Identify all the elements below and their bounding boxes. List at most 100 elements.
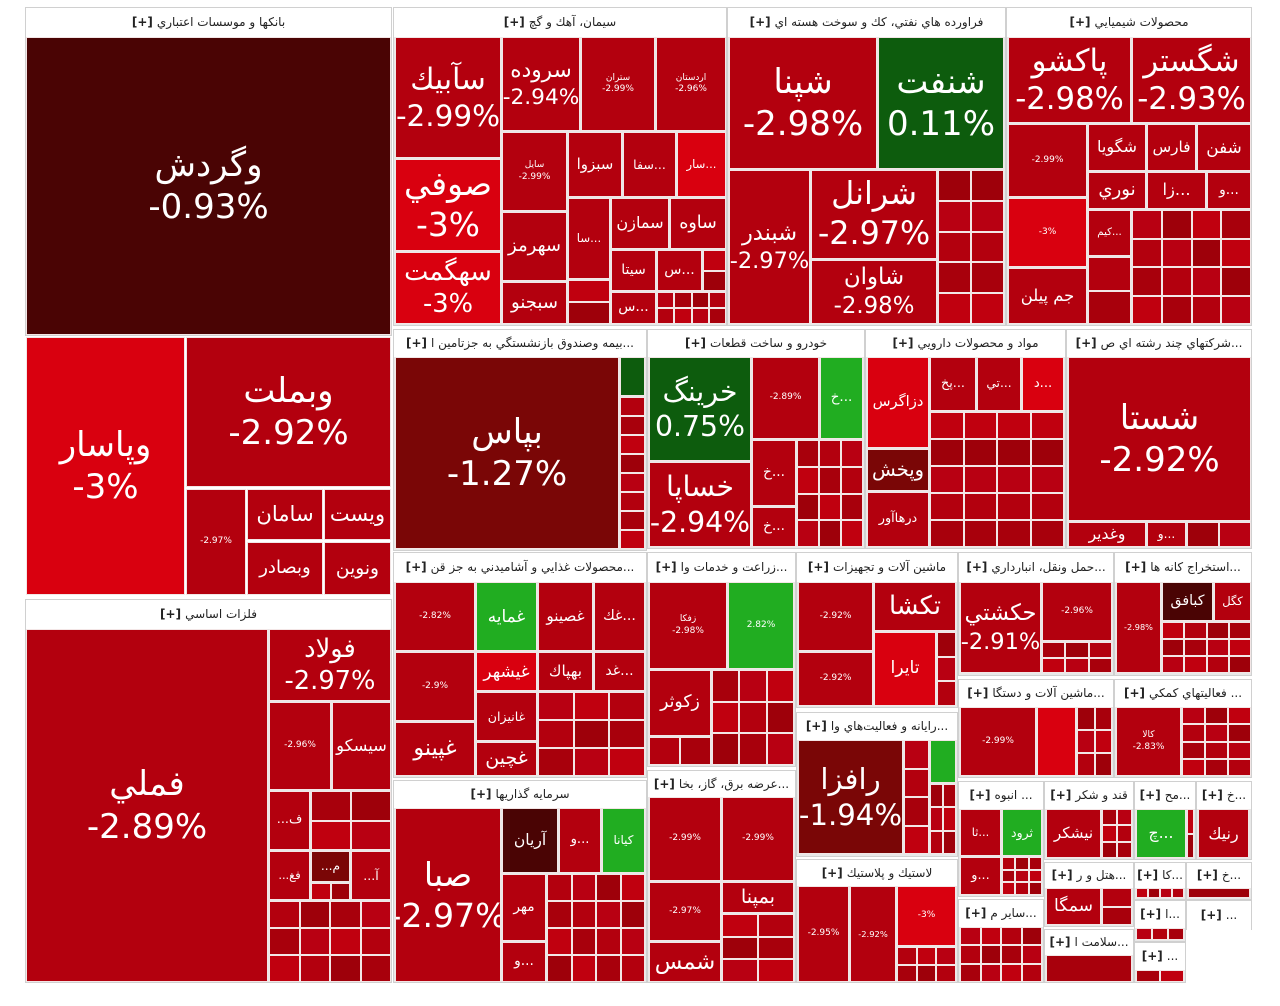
stock-tile-small[interactable] xyxy=(971,170,1004,201)
stock-tile[interactable]: شگويا xyxy=(1088,124,1146,171)
stock-tile-small[interactable] xyxy=(1094,753,1112,776)
stock-tile-small[interactable] xyxy=(1030,493,1064,520)
sector-header[interactable]: محصولات شيميايي[+] xyxy=(1007,8,1251,37)
expand-icon[interactable]: [+] xyxy=(892,336,914,350)
stock-tile-small[interactable] xyxy=(571,928,596,955)
stock-tile[interactable]: ف... xyxy=(269,791,310,850)
stock-tile-small[interactable] xyxy=(1182,758,1205,776)
stock-tile-small[interactable] xyxy=(1161,238,1192,267)
sector-header[interactable]: ...حمل ونقل، انبارداري[+] xyxy=(959,553,1113,582)
stock-tile-small[interactable] xyxy=(1021,927,1042,946)
stock-tile-small[interactable] xyxy=(739,670,767,702)
stock-tile-small[interactable] xyxy=(1002,869,1016,883)
stock-tile-small[interactable] xyxy=(930,520,964,547)
stock-tile-small[interactable] xyxy=(841,466,863,494)
stock-tile[interactable]: ...ثا xyxy=(960,809,1001,856)
stock-tile-small[interactable] xyxy=(1088,290,1131,324)
stock-tile-small[interactable] xyxy=(797,520,819,547)
stock-tile-small[interactable] xyxy=(1117,825,1132,842)
stock-tile-small[interactable] xyxy=(311,791,351,821)
stock-tile-small[interactable] xyxy=(330,901,361,928)
stock-tile-small[interactable] xyxy=(1065,657,1089,673)
stock-tile-small[interactable] xyxy=(1065,642,1089,658)
stock-tile-small[interactable] xyxy=(1184,656,1207,673)
stock-tile-small[interactable] xyxy=(1206,656,1229,673)
stock-tile[interactable]: ويست xyxy=(324,489,391,540)
stock-tile-small[interactable] xyxy=(1162,622,1185,639)
stock-tile-small[interactable] xyxy=(538,720,574,748)
stock-tile[interactable]: -2.96% xyxy=(269,702,331,790)
stock-tile-small[interactable] xyxy=(960,963,981,982)
stock-tile[interactable]: ...غد xyxy=(594,652,645,691)
stock-tile-small[interactable] xyxy=(571,955,596,982)
stock-tile[interactable]: -2.89% xyxy=(752,357,819,439)
stock-tile[interactable]: -3% xyxy=(897,886,956,946)
stock-tile[interactable]: فولاد -2.97% xyxy=(269,629,391,701)
stock-tile[interactable]: ...د xyxy=(1022,357,1064,411)
stock-tile-small[interactable] xyxy=(1160,888,1172,898)
stock-tile-small[interactable] xyxy=(936,947,956,965)
stock-tile-small[interactable] xyxy=(960,927,981,946)
stock-tile-small[interactable] xyxy=(299,955,330,982)
stock-tile-small[interactable] xyxy=(1132,295,1162,324)
sector-header[interactable]: ...[+] xyxy=(1187,901,1251,930)
stock-tile[interactable]: -2.95% xyxy=(798,886,849,982)
stock-tile-small[interactable] xyxy=(1001,945,1022,964)
expand-icon[interactable]: [+] xyxy=(1196,868,1218,882)
sector-header[interactable]: قند و شكر[+] xyxy=(1045,782,1133,809)
stock-tile-small[interactable] xyxy=(573,720,610,748)
stock-tile-small[interactable] xyxy=(930,807,943,831)
stock-tile-small[interactable] xyxy=(1172,888,1184,898)
stock-tile-small[interactable] xyxy=(904,825,929,854)
stock-tile[interactable]: پاكشو -2.98% xyxy=(1008,37,1131,123)
stock-tile-small[interactable] xyxy=(568,280,610,302)
stock-tile[interactable]: سآبيك -2.99% xyxy=(395,37,501,158)
stock-tile-small[interactable] xyxy=(971,262,1004,294)
stock-tile-small[interactable] xyxy=(1030,439,1064,466)
expand-icon[interactable]: [+] xyxy=(1141,949,1163,963)
stock-tile-small[interactable] xyxy=(657,292,675,308)
stock-tile[interactable]: شپنا -2.98% xyxy=(729,37,877,169)
stock-tile-small[interactable] xyxy=(1162,639,1185,656)
stock-tile-small[interactable] xyxy=(547,928,572,955)
stock-tile[interactable]: شبندر -2.97% xyxy=(729,170,810,324)
stock-tile[interactable]: سمازن xyxy=(611,198,669,249)
stock-tile-small[interactable] xyxy=(819,493,841,521)
stock-tile-small[interactable] xyxy=(691,308,709,324)
stock-tile-small[interactable] xyxy=(351,820,391,850)
expand-icon[interactable]: [+] xyxy=(1069,15,1091,29)
stock-tile-small[interactable] xyxy=(596,928,621,955)
stock-tile-small[interactable] xyxy=(571,901,596,928)
stock-tile-small[interactable] xyxy=(1021,945,1042,964)
stock-tile-small[interactable] xyxy=(1102,906,1132,925)
stock-tile[interactable]: شاوان -2.98% xyxy=(811,260,937,324)
stock-tile[interactable]: نوري xyxy=(1088,172,1146,209)
stock-tile[interactable]: مهر xyxy=(502,874,546,941)
stock-tile-small[interactable] xyxy=(937,681,956,706)
stock-tile-small[interactable] xyxy=(609,720,645,748)
stock-tile[interactable]: فغ... xyxy=(269,851,310,900)
stock-tile[interactable]: كگل xyxy=(1214,582,1251,621)
stock-tile-small[interactable] xyxy=(897,947,917,965)
sector-header[interactable]: ...استخراج كانه ها[+] xyxy=(1115,553,1251,582)
stock-tile-small[interactable] xyxy=(1136,970,1160,982)
stock-tile-small[interactable] xyxy=(620,492,645,511)
sector-header[interactable]: ...خ[+] xyxy=(1187,863,1251,888)
stock-tile-small[interactable] xyxy=(712,670,740,702)
stock-tile[interactable]: شستا -2.92% xyxy=(1068,357,1251,521)
stock-tile-small[interactable] xyxy=(1001,963,1022,982)
stock-tile[interactable]: غپينو xyxy=(395,722,475,776)
stock-tile-small[interactable] xyxy=(299,901,330,928)
stock-tile-small[interactable] xyxy=(311,883,331,900)
sector-header[interactable]: فراورده هاي نفتي، كك و سوخت هسته اي[+] xyxy=(728,8,1005,37)
stock-tile-small[interactable] xyxy=(1191,267,1222,296)
stock-tile[interactable]: آريان xyxy=(502,808,558,873)
stock-tile[interactable]: -3% xyxy=(1008,198,1087,267)
expand-icon[interactable]: [+] xyxy=(1125,560,1147,574)
expand-icon[interactable]: [+] xyxy=(470,787,492,801)
stock-tile[interactable]: -2.82% xyxy=(395,582,475,651)
stock-tile-small[interactable] xyxy=(1102,809,1117,826)
stock-tile-small[interactable] xyxy=(930,412,964,439)
expand-icon[interactable]: [+] xyxy=(1123,686,1145,700)
stock-tile[interactable]: ...و xyxy=(502,942,546,982)
